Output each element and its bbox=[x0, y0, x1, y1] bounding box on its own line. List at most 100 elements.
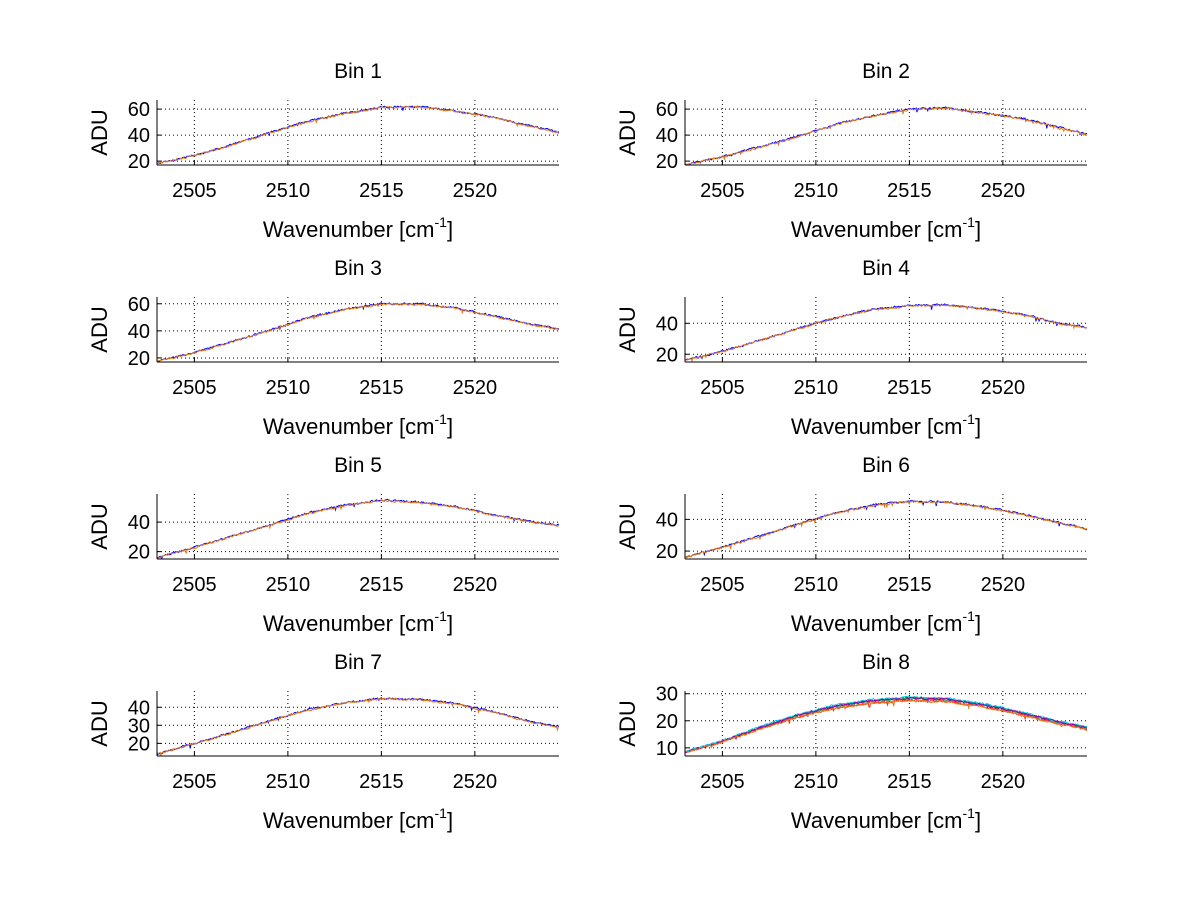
series-line-6 bbox=[685, 699, 1087, 753]
x-axis-label-suffix: ] bbox=[447, 217, 453, 242]
x-tick-label: 2515 bbox=[887, 377, 932, 399]
y-tick-label: 40 bbox=[128, 697, 150, 719]
x-axis-label-sup: -1 bbox=[435, 214, 448, 230]
x-tick-label: 2505 bbox=[172, 377, 217, 399]
subplot-title: Bin 5 bbox=[334, 454, 382, 477]
x-axis-label-sup: -1 bbox=[963, 805, 976, 821]
series-line-2 bbox=[685, 500, 1087, 558]
x-tick-label: 2520 bbox=[981, 180, 1026, 202]
x-tick-label: 2520 bbox=[981, 574, 1026, 596]
subplot-bin-4: Bin 4 2505 2510 2515 2520 20 40 ADU Wavenumber [… bbox=[615, 257, 1087, 439]
x-axis-label: Wavenumber [cm-1] bbox=[263, 805, 453, 833]
x-axis-label-sup: -1 bbox=[963, 411, 976, 427]
y-tick-label: 30 bbox=[128, 715, 150, 737]
subplot-bin-5: Bin 5 2505 2510 2515 2520 20 40 ADU Wavenumber [… bbox=[87, 454, 559, 636]
x-tick-label: 2510 bbox=[794, 180, 839, 202]
series-group bbox=[685, 500, 1087, 559]
subplot-title: Bin 1 bbox=[334, 60, 382, 83]
x-axis-label: Wavenumber [cm-1] bbox=[791, 805, 981, 833]
x-tick-label: 2510 bbox=[266, 574, 311, 596]
y-tick-label: 10 bbox=[656, 738, 678, 760]
x-tick-label: 2505 bbox=[700, 574, 745, 596]
y-tick-label: 20 bbox=[656, 711, 678, 733]
series-group bbox=[157, 302, 559, 362]
y-tick-label: 40 bbox=[128, 125, 150, 147]
y-tick-label: 20 bbox=[128, 733, 150, 755]
subplot-title: Bin 8 bbox=[862, 651, 910, 674]
y-tick-label: 20 bbox=[128, 348, 150, 370]
y-tick-label: 20 bbox=[656, 151, 678, 173]
x-axis-label-prefix: Wavenumber [cm bbox=[263, 808, 435, 833]
x-tick-label: 2510 bbox=[266, 180, 311, 202]
y-tick-label: 40 bbox=[656, 313, 678, 335]
y-axis-label: ADU bbox=[615, 700, 640, 746]
x-tick-label: 2520 bbox=[453, 180, 498, 202]
x-tick-label: 2505 bbox=[700, 377, 745, 399]
subplot-bin-8: Bin 8 2505 2510 2515 2520 10 20 30 ADU Wavenumber… bbox=[615, 651, 1087, 833]
x-tick-label: 2520 bbox=[981, 377, 1026, 399]
y-tick-label: 40 bbox=[656, 125, 678, 147]
subplot-title: Bin 6 bbox=[862, 454, 910, 477]
y-axis-label: ADU bbox=[615, 503, 640, 549]
y-tick-label: 60 bbox=[656, 99, 678, 121]
x-axis-label-prefix: Wavenumber [cm bbox=[263, 217, 435, 242]
series-group bbox=[157, 696, 559, 756]
x-axis-label: Wavenumber [cm-1] bbox=[791, 411, 981, 439]
x-axis-label-prefix: Wavenumber [cm bbox=[791, 217, 963, 242]
x-axis-label-prefix: Wavenumber [cm bbox=[263, 414, 435, 439]
x-tick-label: 2520 bbox=[453, 377, 498, 399]
x-tick-label: 2505 bbox=[700, 771, 745, 793]
x-axis-label-sup: -1 bbox=[435, 411, 448, 427]
x-tick-label: 2515 bbox=[887, 574, 932, 596]
x-axis-label-prefix: Wavenumber [cm bbox=[263, 611, 435, 636]
y-axis-label: ADU bbox=[87, 109, 112, 155]
series-line-1 bbox=[685, 303, 1087, 361]
x-tick-label: 2515 bbox=[359, 180, 404, 202]
series-line-2 bbox=[685, 697, 1087, 754]
series-line-2 bbox=[685, 304, 1087, 362]
y-tick-label: 20 bbox=[128, 542, 150, 564]
x-axis-label-prefix: Wavenumber [cm bbox=[791, 611, 963, 636]
x-axis-label-suffix: ] bbox=[447, 808, 453, 833]
y-axis-label: ADU bbox=[87, 503, 112, 549]
x-axis-label-suffix: ] bbox=[975, 611, 981, 636]
x-axis-label: Wavenumber [cm-1] bbox=[263, 411, 453, 439]
x-axis-label: Wavenumber [cm-1] bbox=[263, 608, 453, 636]
x-tick-label: 2510 bbox=[794, 574, 839, 596]
series-line-1 bbox=[685, 106, 1087, 165]
series-line-1 bbox=[157, 696, 559, 756]
x-tick-label: 2505 bbox=[172, 771, 217, 793]
y-tick-label: 40 bbox=[656, 509, 678, 531]
subplot-title: Bin 3 bbox=[334, 257, 382, 280]
x-tick-label: 2515 bbox=[359, 771, 404, 793]
subplot-title: Bin 7 bbox=[334, 651, 382, 674]
y-tick-label: 60 bbox=[128, 99, 150, 121]
x-axis-label-prefix: Wavenumber [cm bbox=[791, 414, 963, 439]
y-tick-label: 20 bbox=[656, 541, 678, 563]
y-axis-label: ADU bbox=[87, 306, 112, 352]
x-tick-label: 2520 bbox=[453, 574, 498, 596]
subplot-bin-2: Bin 2 2505 2510 2515 2520 20 40 60 ADU Wavenumber… bbox=[615, 60, 1087, 242]
series-line-5 bbox=[685, 696, 1087, 753]
y-axis-label: ADU bbox=[615, 109, 640, 155]
series-line-1 bbox=[157, 498, 559, 559]
x-axis-label-suffix: ] bbox=[447, 414, 453, 439]
x-axis-label-sup: -1 bbox=[435, 805, 448, 821]
subplot-title: Bin 2 bbox=[862, 60, 910, 83]
x-tick-label: 2510 bbox=[266, 377, 311, 399]
x-tick-label: 2515 bbox=[359, 574, 404, 596]
y-axis-label: ADU bbox=[615, 306, 640, 352]
subplot-bin-3: Bin 3 2505 2510 2515 2520 20 40 60 ADU Wavenumber… bbox=[87, 257, 559, 439]
series-line-1 bbox=[685, 696, 1087, 753]
y-tick-label: 40 bbox=[128, 512, 150, 534]
x-tick-label: 2510 bbox=[794, 377, 839, 399]
y-axis-label: ADU bbox=[87, 700, 112, 746]
series-line-2 bbox=[157, 302, 559, 362]
series-line-3 bbox=[685, 699, 1087, 753]
series-line-1 bbox=[157, 302, 559, 362]
x-axis-label-prefix: Wavenumber [cm bbox=[791, 808, 963, 833]
subplot-bin-1: Bin 1 2505 2510 2515 2520 20 40 60 ADU Wavenumber… bbox=[87, 60, 559, 242]
x-tick-label: 2505 bbox=[700, 180, 745, 202]
